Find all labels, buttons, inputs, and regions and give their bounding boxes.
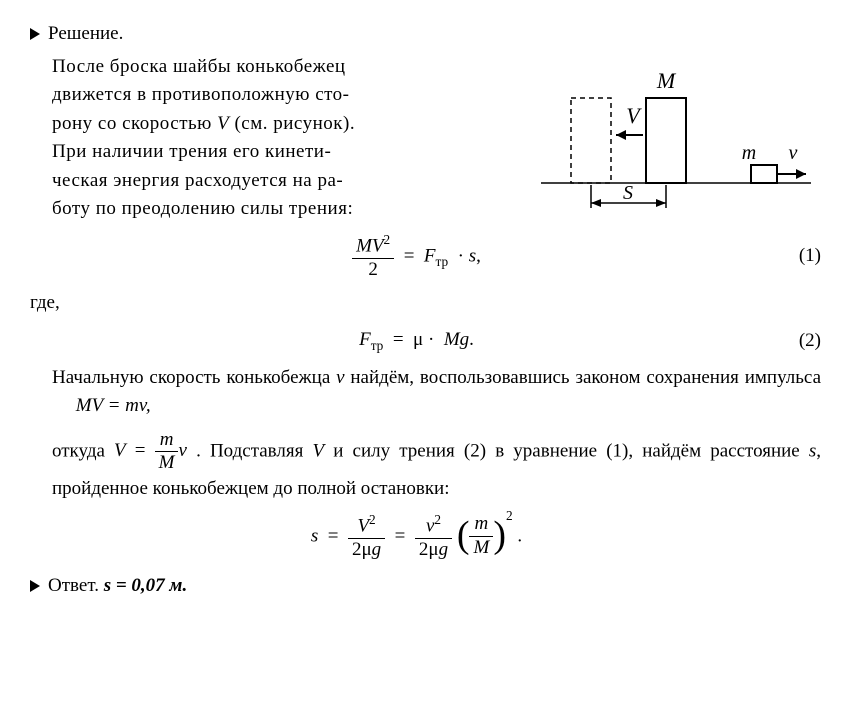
solution-title: Решение. (48, 20, 123, 49)
eq1-body: MV2 2 = Fтр · s, (52, 232, 781, 282)
final-eq-body: s = V2 2μg = v2 2μg ( m M )2 . (52, 512, 781, 562)
momentum-eq: MV = mv, (76, 395, 151, 416)
diagram-svg: M V m v S (531, 53, 821, 223)
paragraph-3: откуда V = m M v . Подставляя V и силу т… (52, 429, 821, 504)
fig-label-S: S (623, 182, 633, 204)
p1-line3: рону со скоростью V (см. рисунок). (52, 110, 511, 139)
answer-label: Ответ. (48, 572, 99, 601)
eq2-number: (2) (781, 327, 821, 356)
equation-2: Fтр = μ · Mg. (2) (52, 326, 821, 356)
p1-line1: После броска шайбы конькобежец (52, 53, 511, 82)
answer-value: s = 0,07 м. (104, 572, 188, 601)
intro-with-figure: После броска шайбы конькобежец движется … (52, 53, 821, 224)
final-equation: s = V2 2μg = v2 2μg ( m M )2 . (52, 512, 821, 562)
triangle-icon (30, 580, 40, 592)
paragraph-2: Начальную скорость конькобежца v найдём,… (52, 364, 821, 421)
intro-text: После броска шайбы конькобежец движется … (52, 53, 511, 224)
p1-line4: При наличии трения его кинети- (52, 138, 511, 167)
p1-line6: боту по преодолению силы трения: (52, 195, 511, 224)
eq2-body: Fтр = μ · Mg. (52, 326, 781, 356)
eq1-number: (1) (781, 242, 821, 271)
triangle-icon (30, 28, 40, 40)
solution-header: Решение. (30, 20, 821, 49)
main-content: После броска шайбы конькобежец движется … (30, 53, 821, 562)
fig-label-m: m (742, 142, 756, 164)
fig-label-V: V (626, 103, 642, 128)
fig-label-M: M (656, 68, 677, 93)
p1-line5: ческая энергия расходуется на ра- (52, 167, 511, 196)
physics-diagram: M V m v S (531, 53, 821, 223)
answer-section: Ответ. s = 0,07 м. (30, 572, 821, 601)
p1-line2: движется в противоположную сто- (52, 81, 511, 110)
equation-1: MV2 2 = Fтр · s, (1) (52, 232, 821, 282)
fig-label-v: v (789, 142, 798, 164)
where-text: где, (30, 289, 821, 318)
